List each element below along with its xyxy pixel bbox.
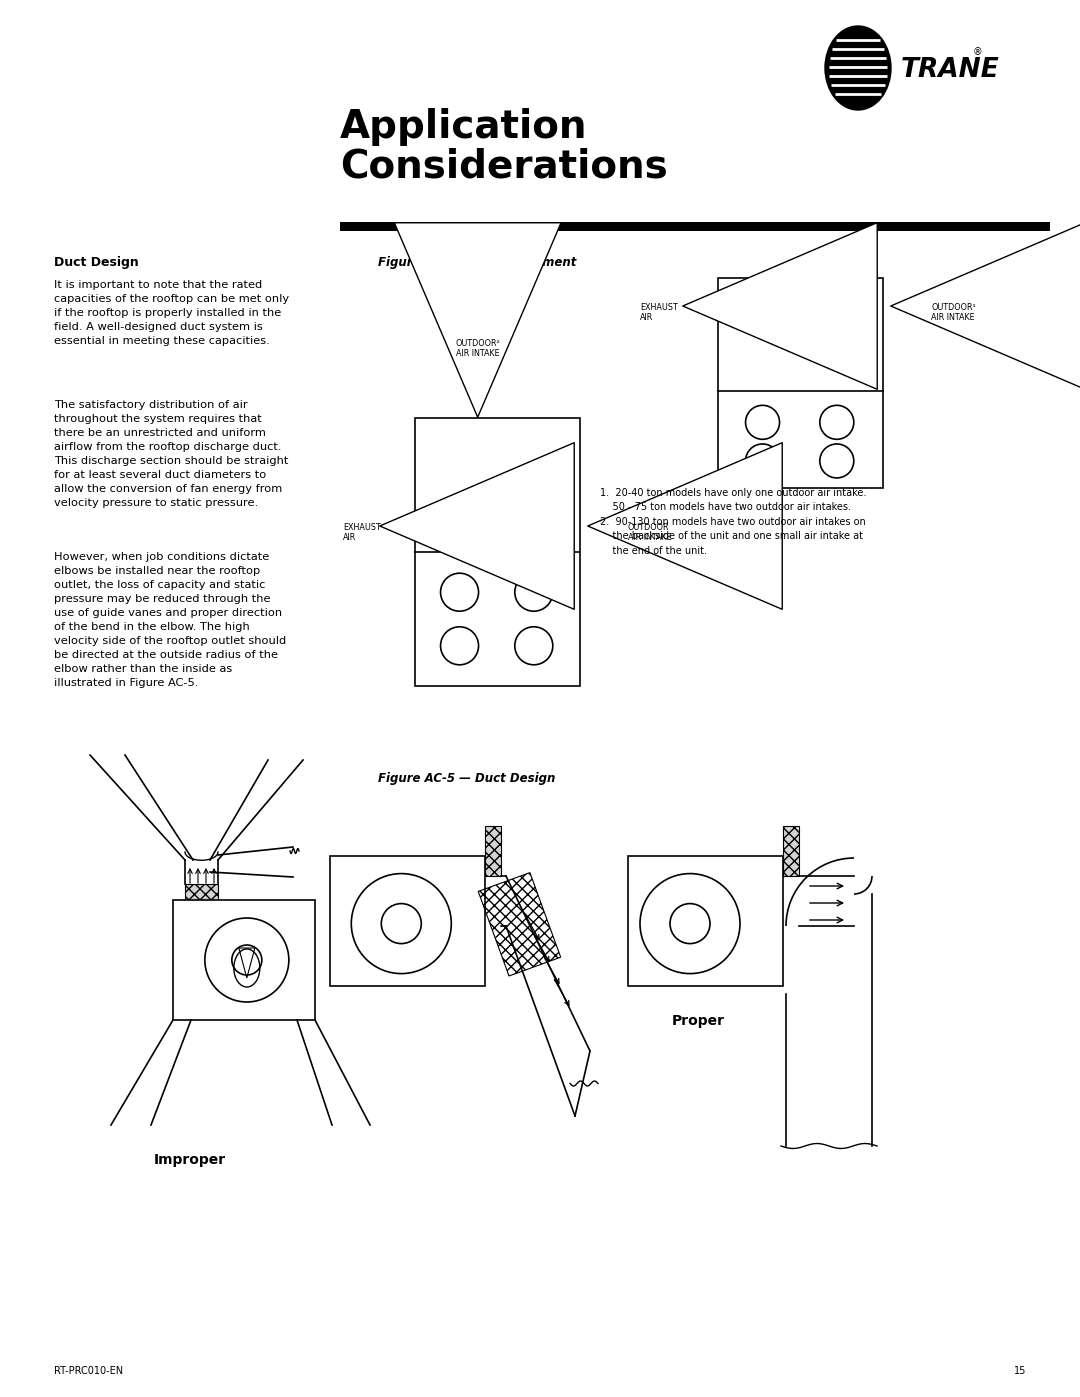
- Text: OUTDOOR
AIR INTAKE: OUTDOOR AIR INTAKE: [627, 522, 672, 542]
- Text: It is important to note that the rated
capacities of the rooftop can be met only: It is important to note that the rated c…: [54, 279, 289, 346]
- Bar: [718, 278, 883, 488]
- Bar: [185, 884, 218, 900]
- Bar: [330, 856, 485, 986]
- Text: RT-PRC010-EN: RT-PRC010-EN: [54, 1366, 123, 1376]
- Text: Improper: Improper: [154, 1153, 226, 1166]
- Bar: [478, 873, 561, 977]
- Bar: [627, 856, 783, 986]
- Text: TRANE: TRANE: [901, 57, 1000, 82]
- Bar: [783, 826, 799, 876]
- Text: Proper: Proper: [672, 1014, 725, 1028]
- Text: Figure AC-5 — Duct Design: Figure AC-5 — Duct Design: [378, 773, 555, 785]
- Bar: [485, 826, 501, 876]
- Text: Application: Application: [340, 108, 588, 147]
- Bar: [340, 222, 1050, 231]
- Bar: [173, 900, 315, 1020]
- Text: 1.  20-40 ton models have only one outdoor air intake.
    50 - 75 ton models ha: 1. 20-40 ton models have only one outdoo…: [600, 488, 866, 556]
- Text: 15: 15: [1014, 1366, 1026, 1376]
- Text: ®: ®: [973, 47, 983, 57]
- Text: EXHAUST
AIR: EXHAUST AIR: [343, 522, 381, 542]
- Text: Duct Design: Duct Design: [54, 256, 138, 270]
- Text: EXHAUST
AIR: EXHAUST AIR: [640, 303, 678, 323]
- Text: However, when job conditions dictate
elbows be installed near the rooftop
outlet: However, when job conditions dictate elb…: [54, 552, 286, 687]
- Text: Figure AC-4 — Unit Placement: Figure AC-4 — Unit Placement: [378, 256, 577, 270]
- Ellipse shape: [825, 27, 891, 110]
- Bar: [415, 418, 580, 686]
- Text: Considerations: Considerations: [340, 148, 667, 186]
- Text: OUTDOOR¹
AIR INTAKE: OUTDOOR¹ AIR INTAKE: [931, 303, 975, 323]
- Text: The satisfactory distribution of air
throughout the system requires that
there b: The satisfactory distribution of air thr…: [54, 400, 288, 509]
- Text: OUTDOOR²
AIR INTAKE: OUTDOOR² AIR INTAKE: [456, 338, 500, 358]
